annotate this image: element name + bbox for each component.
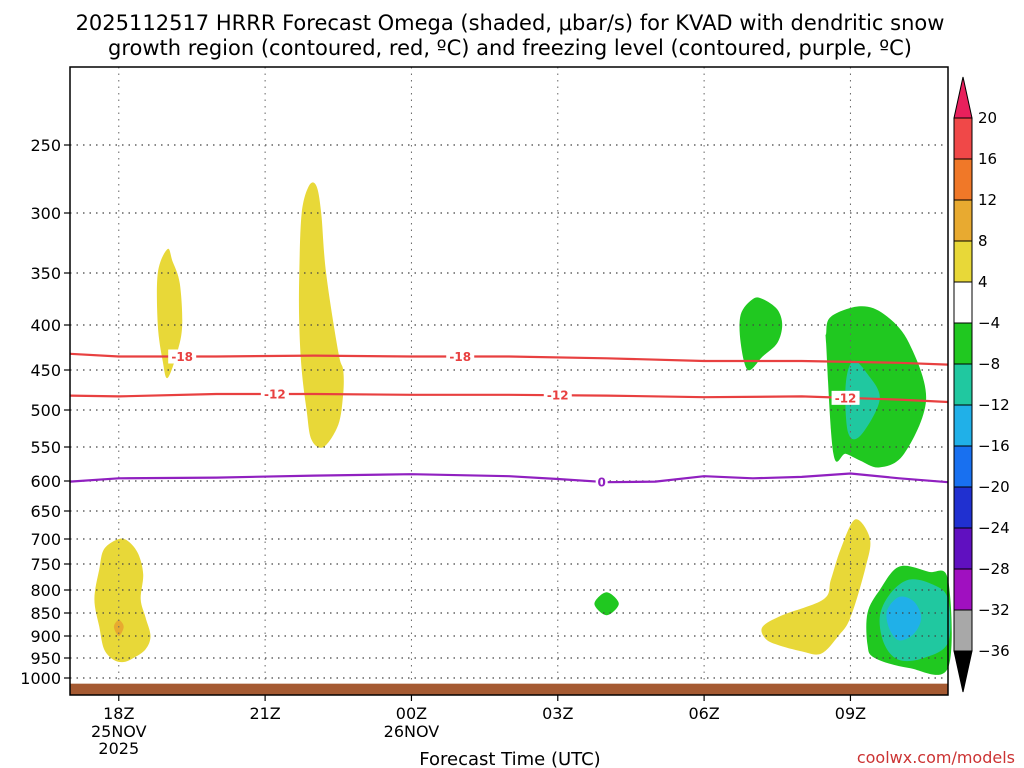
y-tick-label-400: 400 xyxy=(30,316,61,335)
omega-region-lo-18z-core xyxy=(113,619,124,636)
colorbar-label-9: −20 xyxy=(978,478,1010,496)
colorbar-swatch-9 xyxy=(953,486,973,529)
colorbar-label-8: −16 xyxy=(978,437,1010,455)
omega-region-09z-hi-core xyxy=(845,360,880,440)
contour-label--18C-1: -18 xyxy=(449,350,471,364)
contour-label-bg--18C-0 xyxy=(168,349,197,364)
x-tick-label-18Z: 18Z xyxy=(103,704,134,723)
x-tick-label-03Z: 03Z xyxy=(542,704,573,723)
omega-region-big-22z xyxy=(298,182,344,448)
colorbar-cap-top xyxy=(953,76,973,119)
contour-label-0C-0: 0 xyxy=(597,475,605,489)
grid-layer xyxy=(70,67,948,695)
y-tick-label-350: 350 xyxy=(30,264,61,283)
colorbar-label-1: 16 xyxy=(978,150,997,168)
colorbar-swatch-1 xyxy=(953,158,973,201)
x-tick-sublabel-00Z-0: 26NOV xyxy=(384,722,440,741)
x-tick-sublabel-18Z-0: 25NOV xyxy=(91,722,147,741)
plot-frame xyxy=(69,66,949,696)
x-tick-sublabel-18Z-1: 2025 xyxy=(98,739,139,758)
colorbar-label-13: −36 xyxy=(978,642,1010,660)
colorbar-label-2: 12 xyxy=(978,191,997,209)
colorbar-swatch-4 xyxy=(953,281,973,324)
colorbar-swatch-11 xyxy=(953,568,973,611)
y-tick-label-250: 250 xyxy=(30,136,61,155)
y-tick-label-600: 600 xyxy=(30,472,61,491)
y-tick-label-700: 700 xyxy=(30,530,61,549)
colorbar-swatch-6 xyxy=(953,363,973,406)
colorbar-label-5: −4 xyxy=(978,314,1000,332)
colorbar-swatch-3 xyxy=(953,240,973,283)
plot-background xyxy=(70,67,948,695)
colorbar-swatch-8 xyxy=(953,445,973,488)
colorbar-swatch-2 xyxy=(953,199,973,242)
chart-title-line2: growth region (contoured, red, ºC) and f… xyxy=(108,36,912,60)
contour-layer: -18 -18 -12 -12 -12 0 xyxy=(69,349,949,489)
omega-region-05z-lo xyxy=(594,592,619,616)
colorbar: 20 16 12 8 4 −4 −8 −12 −16 −20 −24 −28 −32 −36 xyxy=(953,76,1010,693)
contour-label--12C-1: -12 xyxy=(547,389,569,403)
y-tick-label-500: 500 xyxy=(30,401,61,420)
colorbar-label-7: −12 xyxy=(978,396,1010,414)
y-tick-label-800: 800 xyxy=(30,581,61,600)
ground-fill xyxy=(70,683,948,695)
y-tick-label-1000: 1000 xyxy=(20,669,61,688)
colorbar-swatch-7 xyxy=(953,404,973,447)
y-tick-label-550: 550 xyxy=(30,438,61,457)
credit-text[interactable]: coolwx.com/models xyxy=(857,748,1015,767)
contour-label-bg--12C-0 xyxy=(260,387,289,401)
contour-label--18C-0: -18 xyxy=(171,350,193,364)
colorbar-swatch-0 xyxy=(953,117,973,160)
colorbar-label-11: −28 xyxy=(978,560,1010,578)
y-tick-label-900: 900 xyxy=(30,627,61,646)
omega-region-08z-lo xyxy=(761,519,871,655)
colorbar-label-0: 20 xyxy=(978,109,997,127)
colorbar-label-3: 8 xyxy=(978,232,988,250)
x-tick-label-06Z: 06Z xyxy=(688,704,719,723)
omega-region-07z-hi xyxy=(739,297,783,371)
colorbar-label-4: 4 xyxy=(978,273,988,291)
omega-region-10z-lo-core xyxy=(886,596,922,641)
plot-area: -18 -18 -12 -12 -12 0 xyxy=(69,66,952,696)
y-tick-label-450: 450 xyxy=(30,361,61,380)
colorbar-swatch-5 xyxy=(953,322,973,365)
colorbar-label-10: −24 xyxy=(978,519,1010,537)
colorbar-label-12: −32 xyxy=(978,601,1010,619)
axis-layer: 250 300 350 400 450 500 550 600 650 700 750 800 850 9… xyxy=(20,136,866,758)
colorbar-cap-bottom xyxy=(953,650,973,693)
omega-region-hi-19z xyxy=(156,248,183,379)
x-tick-label-09Z: 09Z xyxy=(835,704,866,723)
contour-label-bg--12C-2 xyxy=(831,390,860,405)
colorbar-swatch-10 xyxy=(953,527,973,570)
x-tick-label-21Z: 21Z xyxy=(249,704,280,723)
contour-label-bg-0C-0 xyxy=(595,474,608,489)
contour-label--12C-2: -12 xyxy=(835,391,857,405)
y-tick-label-650: 650 xyxy=(30,502,61,521)
x-tick-label-00Z: 00Z xyxy=(396,704,427,723)
y-tick-label-850: 850 xyxy=(30,604,61,623)
colorbar-swatch-12 xyxy=(953,609,973,652)
omega-region-lo-18z xyxy=(94,538,151,663)
ground-layer xyxy=(70,683,948,695)
x-axis-label: Forecast Time (UTC) xyxy=(419,749,600,768)
contour-label-bg--12C-1 xyxy=(543,388,572,403)
y-tick-label-950: 950 xyxy=(30,649,61,668)
contour-label-bg--18C-1 xyxy=(446,349,475,364)
y-tick-label-300: 300 xyxy=(30,204,61,223)
chart-title-line1: 2025112517 HRRR Forecast Omega (shaded, … xyxy=(76,11,945,35)
contour-label--12C-0: -12 xyxy=(264,388,286,402)
y-tick-label-750: 750 xyxy=(30,555,61,574)
colorbar-label-6: −8 xyxy=(978,355,1000,373)
